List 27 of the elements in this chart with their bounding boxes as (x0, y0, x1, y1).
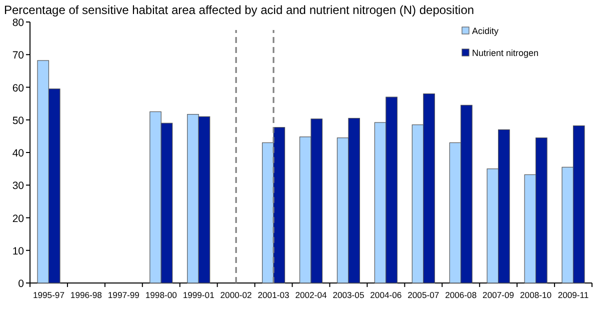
x-tick-label: 2008-10 (520, 290, 552, 300)
x-tick-label: 2001-03 (258, 290, 290, 300)
y-tick-label: 30 (12, 180, 24, 192)
legend-label: Acidity (472, 26, 500, 36)
y-tick-label: 70 (12, 50, 24, 62)
x-tick-label: 1997-99 (108, 290, 140, 300)
x-tick-label: 1995-97 (32, 290, 65, 300)
y-tick-label: 80 (12, 17, 24, 29)
y-tick-label: 50 (12, 114, 24, 127)
x-tick-label: 1998-00 (145, 290, 178, 300)
y-tick-label: 0 (18, 278, 24, 290)
x-tick-label: 2003-05 (332, 290, 364, 300)
x-tick-label: 2000-02 (220, 290, 252, 300)
x-tick-label: 1999-01 (182, 290, 215, 300)
x-tick-label: 2007-09 (482, 290, 514, 300)
y-tick-label: 60 (12, 82, 24, 94)
y-tick-label: 10 (12, 245, 24, 258)
x-tick-label: 2002-04 (295, 290, 327, 300)
legend-label: Nutrient nitrogen (472, 48, 539, 58)
y-tick-label: 40 (12, 148, 24, 160)
x-tick-label: 1996-98 (70, 290, 102, 300)
x-tick-label: 2005-07 (408, 290, 440, 300)
x-tick-label: 2009-11 (558, 290, 589, 300)
x-tick-label: 2006-08 (445, 290, 477, 300)
y-tick-label: 20 (12, 212, 24, 225)
chart-title: Percentage of sensitive habitat area affected by acid and nutrient nitrogen (N) deposition (4, 3, 474, 17)
x-tick-label: 2004-06 (370, 290, 402, 300)
